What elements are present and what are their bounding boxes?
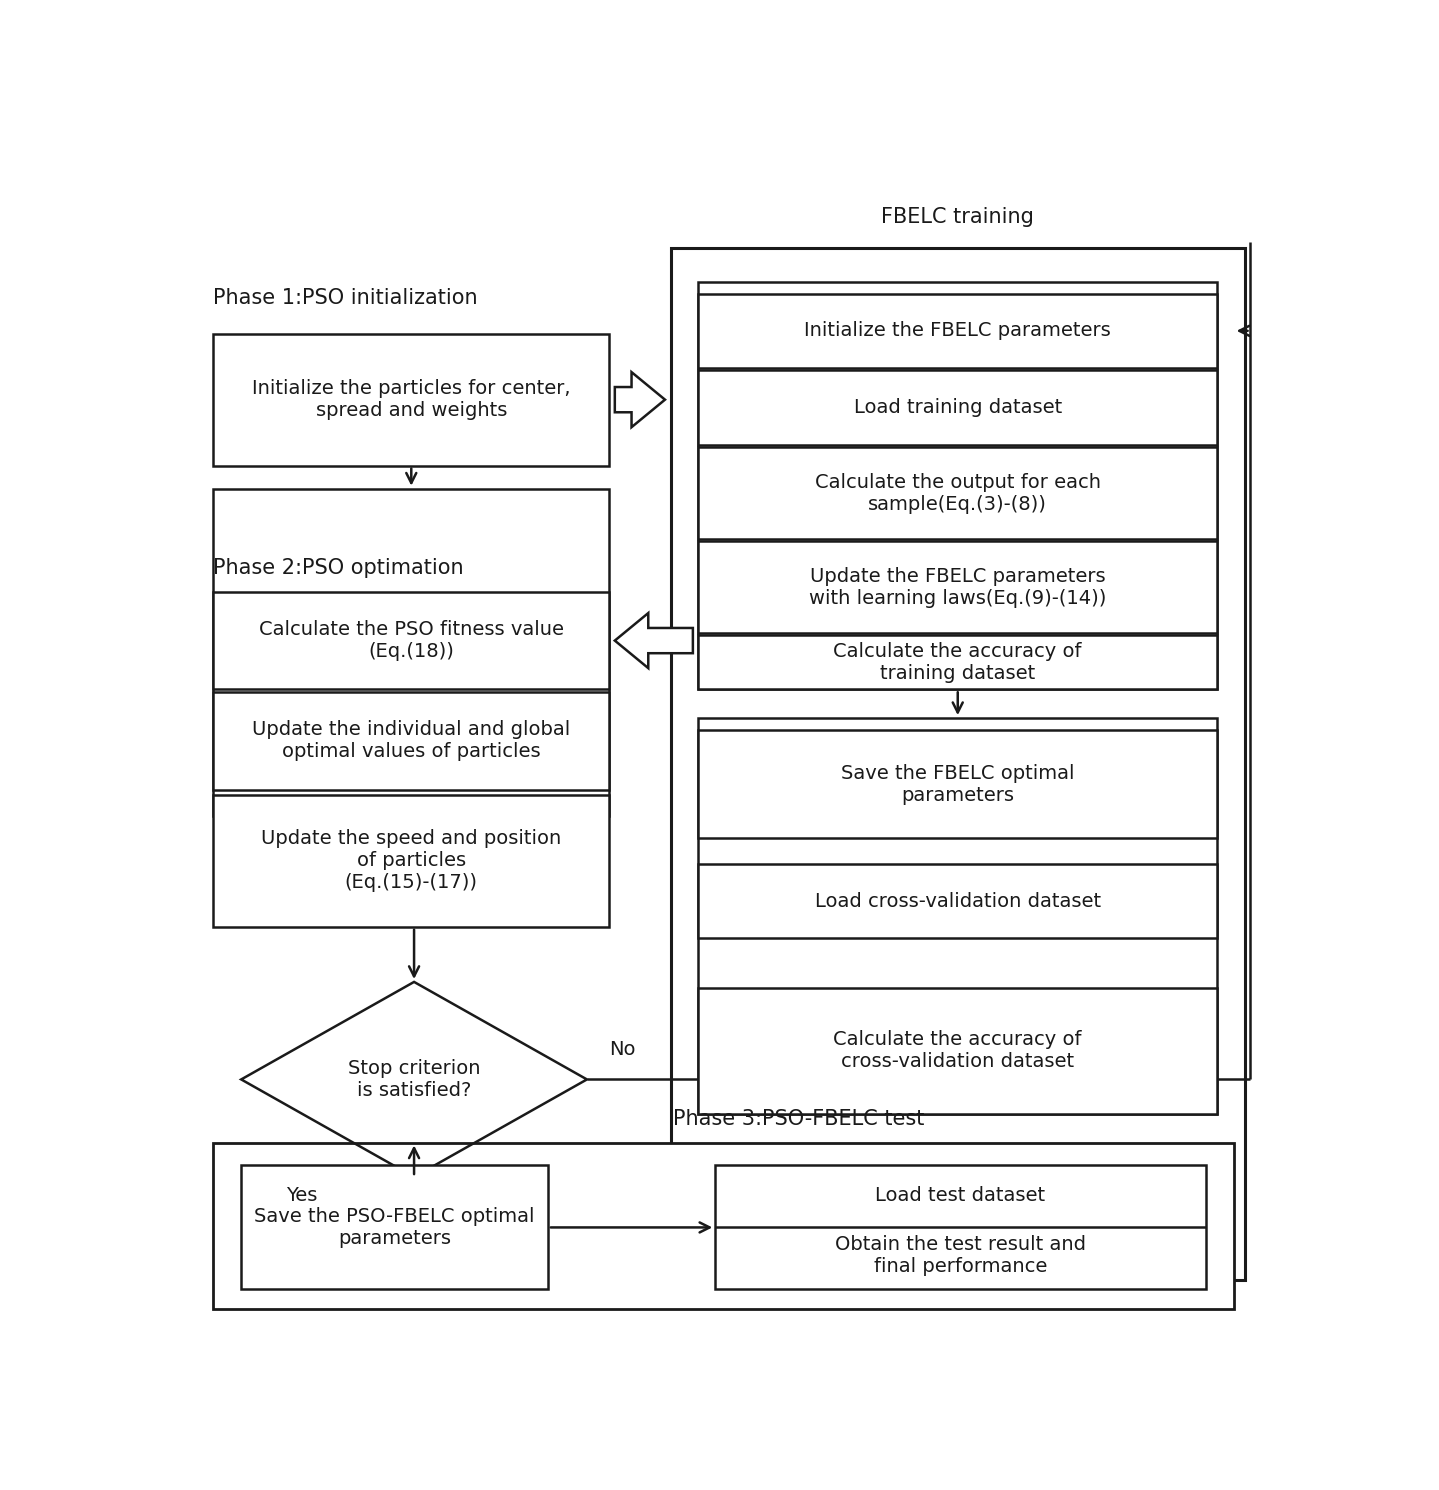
Text: Initialize the particles for center,
spread and weights: Initialize the particles for center, spr… <box>252 378 570 420</box>
FancyBboxPatch shape <box>698 447 1217 539</box>
FancyBboxPatch shape <box>698 864 1217 939</box>
Text: Load training dataset: Load training dataset <box>853 398 1062 417</box>
FancyBboxPatch shape <box>698 294 1217 368</box>
Text: Stop criterion
is satisfied?: Stop criterion is satisfied? <box>348 1059 481 1100</box>
FancyBboxPatch shape <box>698 541 1217 633</box>
Text: Update the speed and position
of particles
(Eq.(15)-(17)): Update the speed and position of particl… <box>260 830 561 893</box>
FancyBboxPatch shape <box>213 794 609 927</box>
FancyBboxPatch shape <box>213 1143 1233 1308</box>
FancyBboxPatch shape <box>698 730 1217 839</box>
Text: Update the individual and global
optimal values of particles: Update the individual and global optimal… <box>252 721 570 761</box>
Text: Phase 3:PSO-FBELC test: Phase 3:PSO-FBELC test <box>672 1109 924 1129</box>
FancyBboxPatch shape <box>698 635 1217 690</box>
FancyBboxPatch shape <box>698 718 1217 1115</box>
Polygon shape <box>614 372 665 428</box>
Text: No: No <box>609 1040 636 1059</box>
FancyBboxPatch shape <box>698 371 1217 446</box>
Text: Calculate the accuracy of
cross-validation dataset: Calculate the accuracy of cross-validati… <box>833 1030 1082 1071</box>
Text: Obtain the test result and
final performance: Obtain the test result and final perform… <box>835 1235 1086 1277</box>
FancyBboxPatch shape <box>242 1165 548 1289</box>
Text: Load test dataset: Load test dataset <box>875 1186 1046 1205</box>
Text: Update the FBELC parameters
with learning laws(Eq.(9)-(14)): Update the FBELC parameters with learnin… <box>809 566 1107 608</box>
FancyBboxPatch shape <box>213 693 609 790</box>
FancyBboxPatch shape <box>213 592 609 690</box>
Text: Initialize the FBELC parameters: Initialize the FBELC parameters <box>804 322 1111 340</box>
Text: Phase 1:PSO initialization: Phase 1:PSO initialization <box>213 289 478 308</box>
Text: Calculate the accuracy of
training dataset: Calculate the accuracy of training datas… <box>833 642 1082 682</box>
Text: Load cross-validation dataset: Load cross-validation dataset <box>814 891 1101 910</box>
Text: Save the PSO-FBELC optimal
parameters: Save the PSO-FBELC optimal parameters <box>255 1207 535 1249</box>
Polygon shape <box>614 612 694 668</box>
Text: Calculate the output for each
sample(Eq.(3)-(8)): Calculate the output for each sample(Eq.… <box>814 472 1101 514</box>
FancyBboxPatch shape <box>715 1165 1206 1289</box>
Text: Phase 2:PSO optimation: Phase 2:PSO optimation <box>213 559 463 578</box>
FancyBboxPatch shape <box>698 282 1217 690</box>
Text: FBELC training: FBELC training <box>881 207 1035 226</box>
FancyBboxPatch shape <box>698 988 1217 1115</box>
Text: Save the FBELC optimal
parameters: Save the FBELC optimal parameters <box>840 763 1075 805</box>
FancyBboxPatch shape <box>671 247 1245 1280</box>
FancyBboxPatch shape <box>213 334 609 465</box>
FancyBboxPatch shape <box>213 489 609 815</box>
Text: Yes: Yes <box>286 1186 317 1205</box>
Text: Calculate the PSO fitness value
(Eq.(18)): Calculate the PSO fitness value (Eq.(18)… <box>259 620 564 662</box>
